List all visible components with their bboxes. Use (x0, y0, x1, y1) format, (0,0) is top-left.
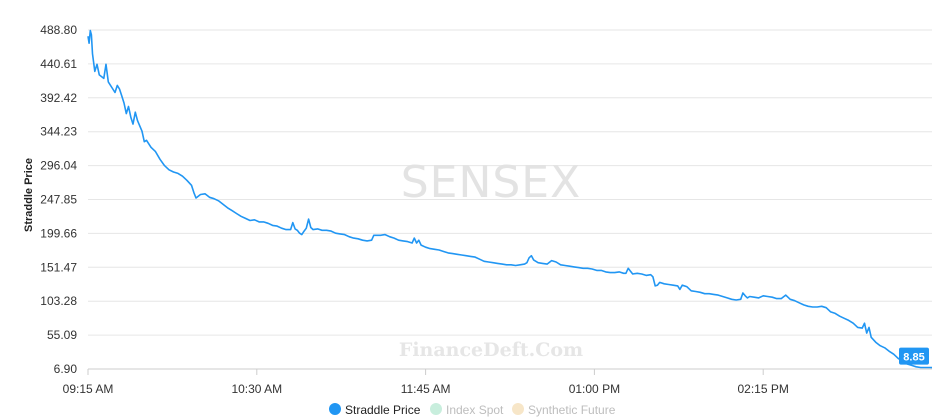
y-tick-label: 103.28 (40, 294, 77, 308)
gridlines (88, 29, 932, 336)
y-axis-ticks: 488.80 440.61 392.42 344.23 296.04 247.85 199.… (40, 23, 77, 376)
last-value-label: 8.85 (903, 352, 924, 364)
watermark-sensex: SENSEX (401, 157, 582, 208)
last-value-badge-box (899, 347, 929, 365)
series-line-straddle-price[interactable] (87, 29, 933, 369)
legend-label: Synthetic Future (528, 403, 616, 417)
last-value-badge: 8.85 (899, 347, 929, 365)
y-tick-label: 296.04 (40, 159, 77, 173)
legend-marker (512, 403, 524, 415)
y-tick-label: 392.42 (40, 91, 77, 105)
legend-item[interactable]: Straddle Price (329, 403, 421, 417)
legend-label: Index Spot (446, 403, 504, 417)
x-tick-label: 01:00 PM (569, 382, 620, 396)
x-tick-label: 10:30 AM (231, 382, 282, 396)
x-tick-label: 11:45 AM (401, 382, 451, 396)
x-tick-label: 09:15 AM (63, 382, 114, 396)
y-tick-label: 6.90 (54, 362, 78, 376)
y-tick-label: 55.09 (47, 328, 77, 342)
legend-marker (329, 403, 341, 415)
legend-marker (430, 403, 442, 415)
legend: Straddle Price Index Spot Synthetic Future (329, 403, 616, 417)
y-tick-label: 247.85 (40, 193, 77, 207)
y-tick-label: 199.66 (40, 226, 77, 240)
x-tick-label: 02:15 PM (738, 382, 789, 396)
y-tick-label: 151.47 (40, 260, 77, 274)
y-axis-title: Straddle Price (23, 158, 35, 232)
y-tick-label: 344.23 (40, 125, 77, 139)
watermark-financedeft: FinanceDeft.Com (399, 339, 583, 361)
x-axis-ticks: 09:15 AM 10:30 AM 11:45 AM 01:00 PM 02:15 PM (63, 369, 789, 396)
y-tick-label: 440.61 (40, 57, 77, 71)
legend-item[interactable]: Index Spot (430, 403, 504, 417)
legend-item[interactable]: Synthetic Future (512, 403, 616, 417)
legend-label: Straddle Price (345, 403, 421, 417)
y-tick-label: 488.80 (40, 23, 77, 37)
